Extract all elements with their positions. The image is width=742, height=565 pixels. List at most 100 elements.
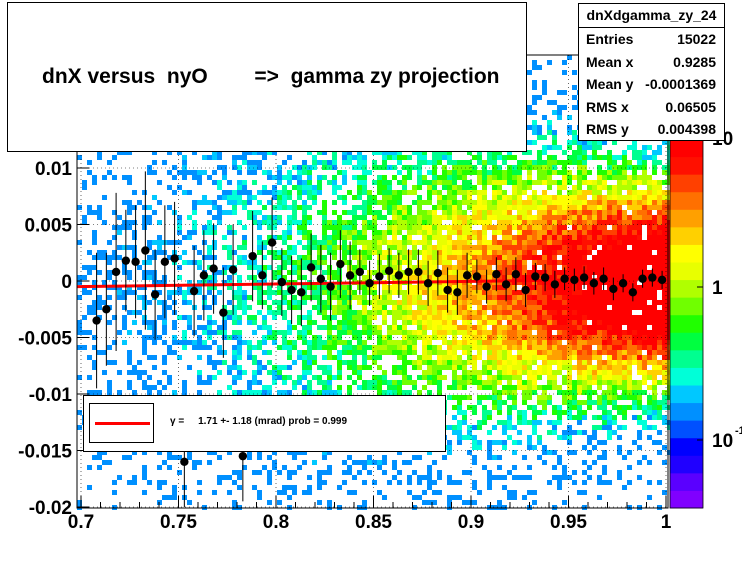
heatmap-cell — [372, 355, 377, 360]
heatmap-cell — [362, 200, 367, 205]
heatmap-cell — [207, 320, 212, 325]
heatmap-cell — [542, 175, 547, 180]
heatmap-cell — [212, 450, 217, 455]
heatmap-cell — [592, 380, 597, 385]
heatmap-cell — [152, 250, 157, 255]
heatmap-cell — [542, 450, 547, 455]
heatmap-cell — [267, 330, 272, 335]
heatmap-cell — [627, 355, 632, 360]
heatmap-cell — [562, 410, 567, 415]
heatmap-cell — [397, 470, 402, 475]
heatmap-cell — [572, 340, 577, 345]
heatmap-cell — [312, 235, 317, 240]
heatmap-cell — [462, 360, 467, 365]
heatmap-cell — [452, 310, 457, 315]
heatmap-cell — [587, 285, 592, 290]
heatmap-cell — [542, 315, 547, 320]
heatmap-cell — [437, 190, 442, 195]
heatmap-cell — [237, 300, 242, 305]
heatmap-cell — [317, 470, 322, 475]
heatmap-cell — [327, 320, 332, 325]
heatmap-cell — [532, 85, 537, 90]
heatmap-cell — [142, 385, 147, 390]
heatmap-cell — [387, 390, 392, 395]
heatmap-cell — [567, 250, 572, 255]
heatmap-cell — [532, 205, 537, 210]
heatmap-cell — [502, 220, 507, 225]
heatmap-cell — [457, 430, 462, 435]
heatmap-cell — [427, 390, 432, 395]
heatmap-cell — [122, 200, 127, 205]
heatmap-cell — [472, 485, 477, 490]
heatmap-cell — [447, 495, 452, 500]
heatmap-cell — [492, 155, 497, 160]
heatmap-cell — [567, 220, 572, 225]
heatmap-cell — [332, 335, 337, 340]
heatmap-cell — [437, 385, 442, 390]
heatmap-cell — [597, 250, 602, 255]
heatmap-cell — [307, 170, 312, 175]
heatmap-cell — [432, 375, 437, 380]
heatmap-cell — [537, 240, 542, 245]
heatmap-cell — [392, 465, 397, 470]
heatmap-cell — [427, 380, 432, 385]
heatmap-cell — [382, 265, 387, 270]
heatmap-cell — [452, 210, 457, 215]
heatmap-cell — [542, 295, 547, 300]
heatmap-cell — [217, 325, 222, 330]
heatmap-cell — [287, 365, 292, 370]
heatmap-cell — [532, 230, 537, 235]
heatmap-cell — [287, 345, 292, 350]
heatmap-cell — [587, 170, 592, 175]
heatmap-cell — [237, 485, 242, 490]
heatmap-cell — [392, 325, 397, 330]
heatmap-cell — [242, 200, 247, 205]
heatmap-cell — [452, 345, 457, 350]
heatmap-cell — [612, 255, 617, 260]
heatmap-cell — [442, 350, 447, 355]
heatmap-cell — [382, 345, 387, 350]
heatmap-cell — [432, 250, 437, 255]
heatmap-cell — [377, 385, 382, 390]
heatmap-cell — [402, 175, 407, 180]
heatmap-cell — [237, 305, 242, 310]
heatmap-cell — [167, 380, 172, 385]
heatmap-cell — [247, 210, 252, 215]
heatmap-cell — [317, 285, 322, 290]
heatmap-cell — [472, 440, 477, 445]
heatmap-cell — [587, 210, 592, 215]
heatmap-cell — [352, 490, 357, 495]
heatmap-cell — [572, 220, 577, 225]
heatmap-cell — [422, 340, 427, 345]
heatmap-cell — [602, 300, 607, 305]
heatmap-cell — [617, 295, 622, 300]
heatmap-cell — [542, 320, 547, 325]
heatmap-cell — [272, 225, 277, 230]
heatmap-cell — [472, 375, 477, 380]
heatmap-cell — [262, 220, 267, 225]
heatmap-cell — [487, 340, 492, 345]
heatmap-cell — [532, 245, 537, 250]
heatmap-cell — [562, 105, 567, 110]
heatmap-cell — [272, 220, 277, 225]
heatmap-cell — [557, 270, 562, 275]
heatmap-cell — [622, 255, 627, 260]
heatmap-cell — [162, 325, 167, 330]
heatmap-cell — [127, 205, 132, 210]
heatmap-cell — [587, 340, 592, 345]
heatmap-cell — [532, 180, 537, 185]
heatmap-cell — [482, 180, 487, 185]
heatmap-cell — [512, 340, 517, 345]
heatmap-cell — [267, 250, 272, 255]
heatmap-cell — [492, 345, 497, 350]
heatmap-cell — [332, 190, 337, 195]
heatmap-cell — [537, 395, 542, 400]
heatmap-cell — [512, 170, 517, 175]
heatmap-cell — [482, 325, 487, 330]
heatmap-cell — [257, 470, 262, 475]
heatmap-cell — [507, 240, 512, 245]
heatmap-cell — [472, 165, 477, 170]
heatmap-cell — [567, 285, 572, 290]
heatmap-cell — [467, 290, 472, 295]
heatmap-cell — [622, 210, 627, 215]
